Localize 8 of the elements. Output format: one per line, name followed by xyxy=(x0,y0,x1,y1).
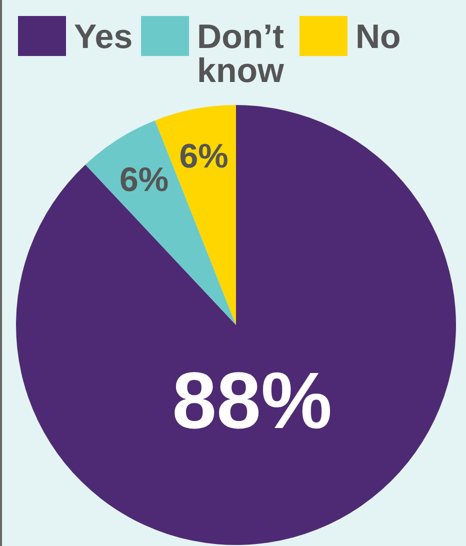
legend-label: Don’t know xyxy=(197,18,284,90)
data-label: 6% xyxy=(179,137,228,176)
pie-slice xyxy=(85,120,236,325)
pie-slice xyxy=(16,105,456,545)
legend-label: No xyxy=(355,18,401,56)
data-label: 88% xyxy=(172,356,332,445)
data-label: 6% xyxy=(119,161,169,200)
legend-label: Yes xyxy=(74,18,133,56)
